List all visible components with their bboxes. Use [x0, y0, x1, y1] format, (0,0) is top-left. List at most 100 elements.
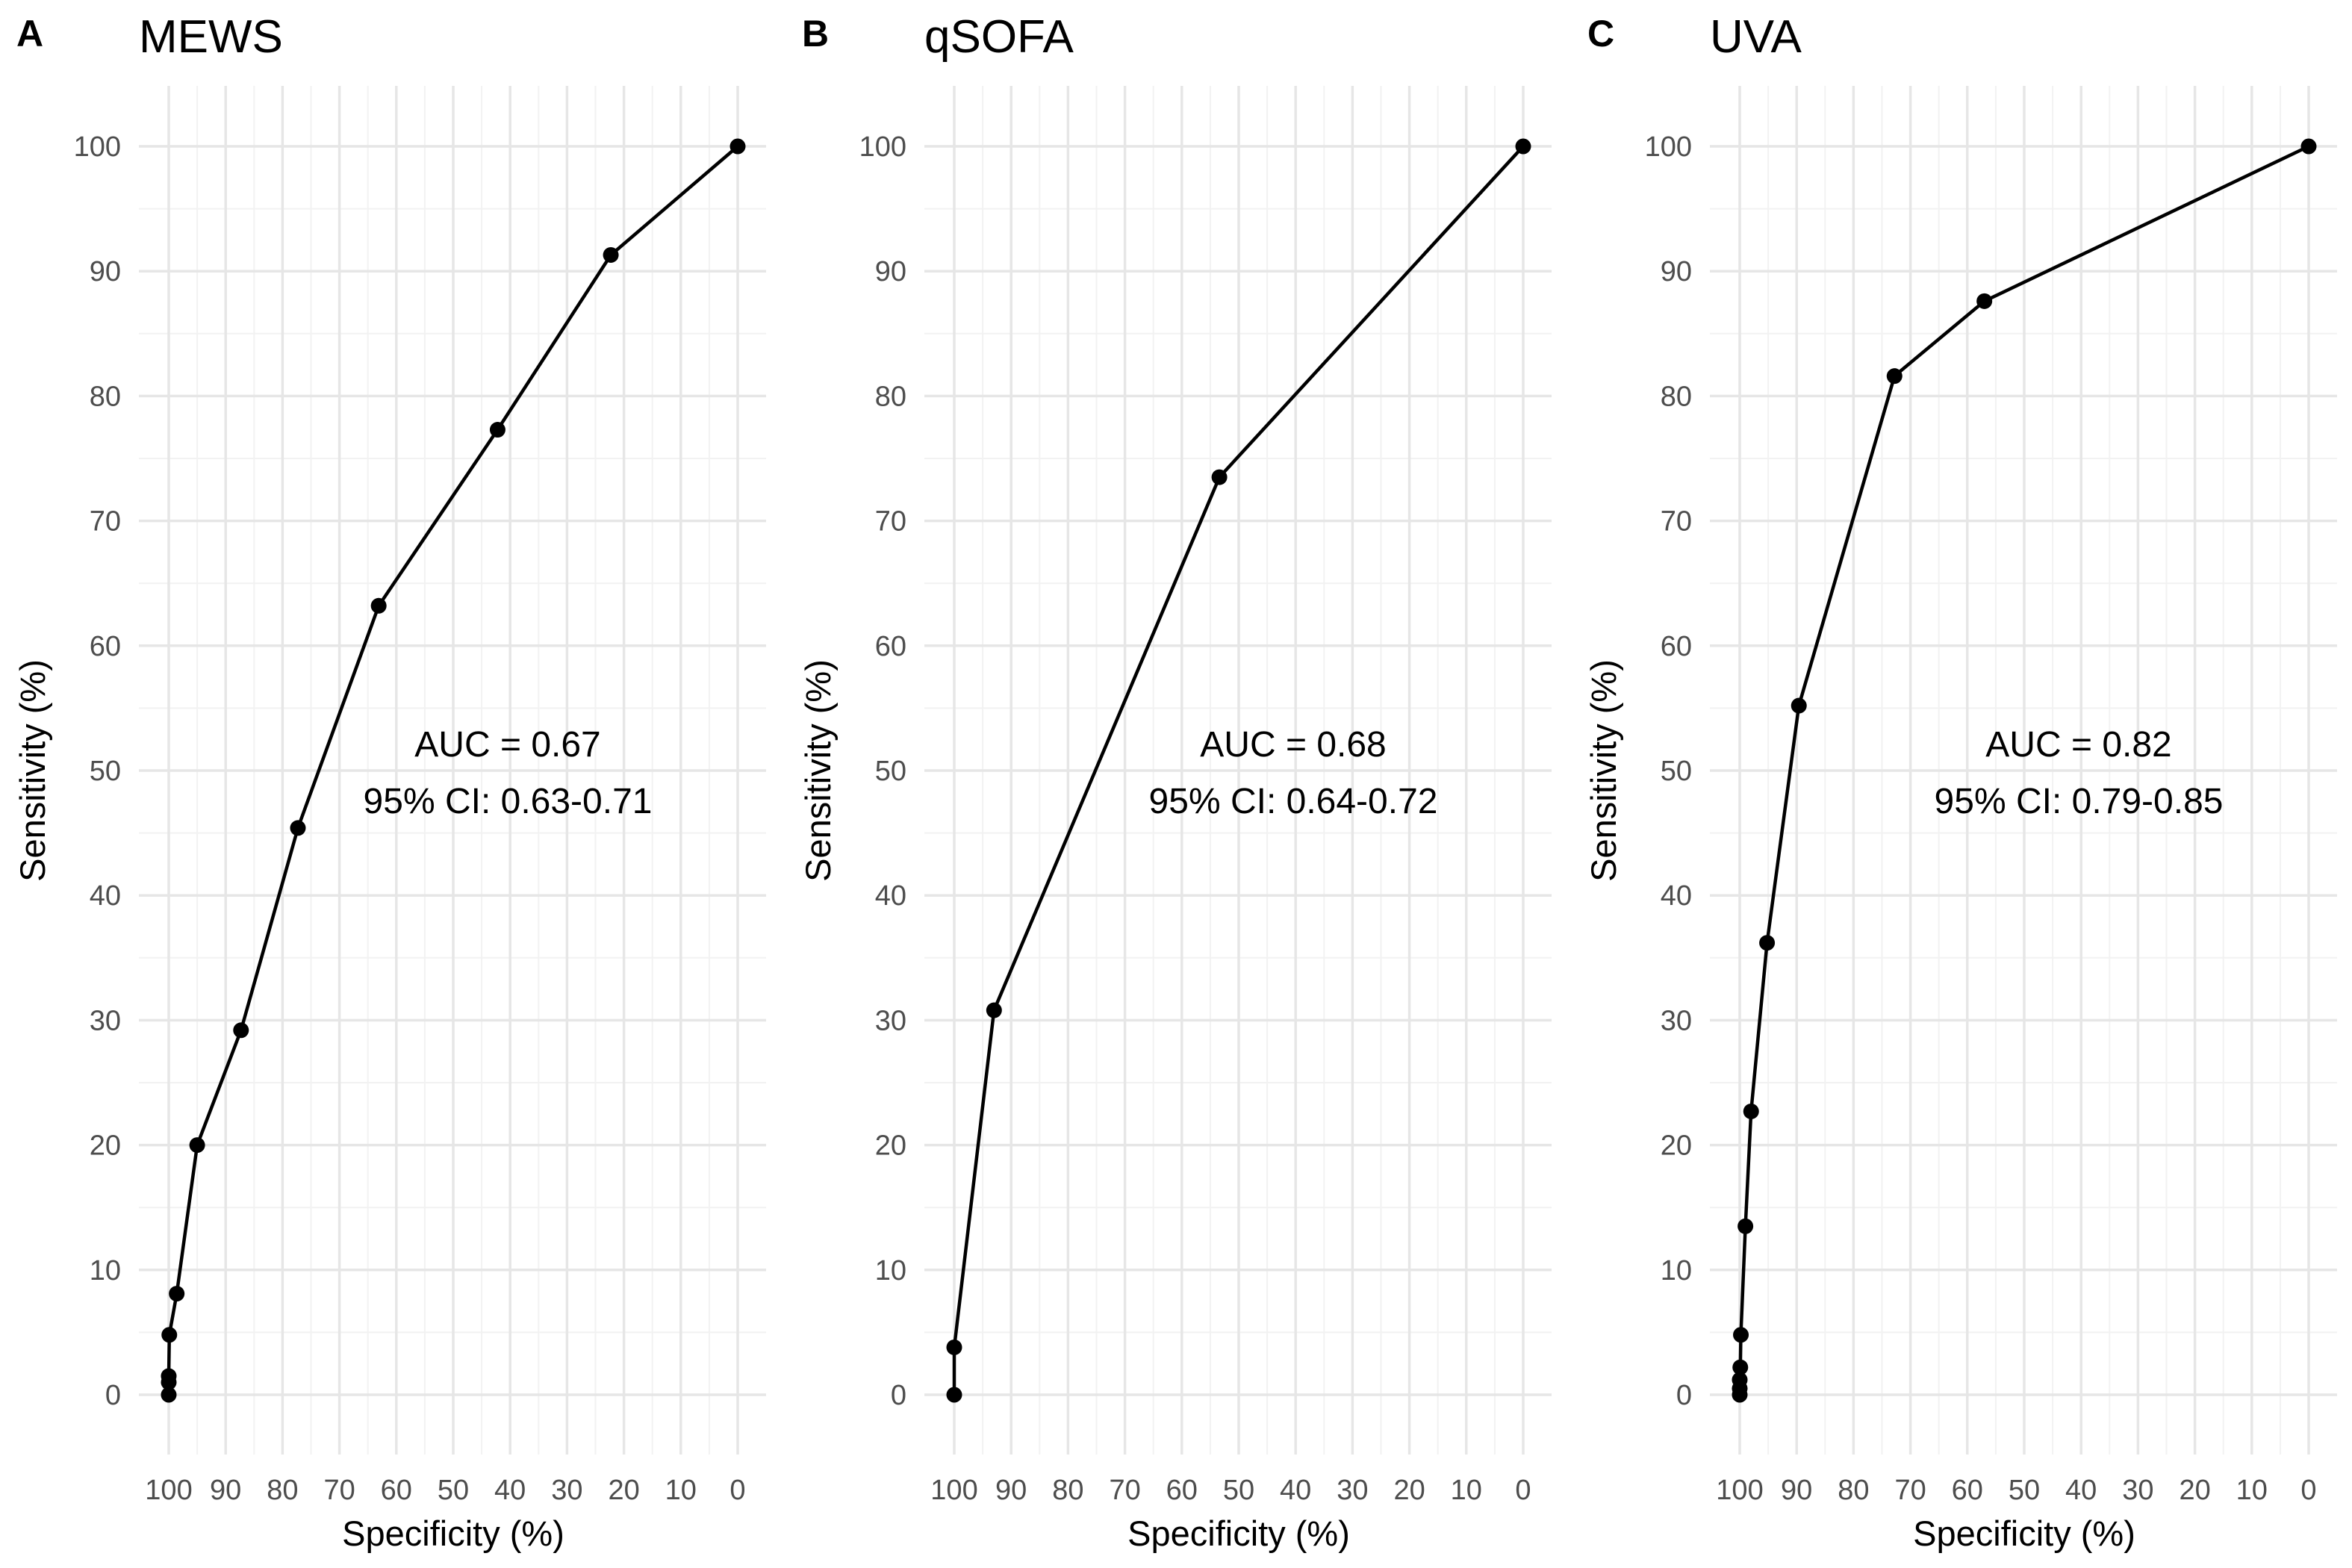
x-axis-title: Specificity (%): [1127, 1513, 1350, 1553]
x-tick-label: 90: [995, 1475, 1027, 1506]
x-tick-label: 20: [2179, 1475, 2210, 1506]
roc-point: [370, 597, 387, 614]
x-tick-label: 50: [438, 1475, 469, 1506]
x-axis-title: Specificity (%): [1913, 1513, 2135, 1553]
roc-point: [233, 1022, 249, 1039]
y-tick-label: 90: [1661, 256, 1692, 287]
y-tick-label: 100: [1645, 131, 1692, 163]
y-tick-label: 100: [74, 131, 121, 163]
roc-point: [1211, 469, 1228, 485]
x-tick-label: 70: [323, 1475, 355, 1506]
x-tick-label: 60: [1952, 1475, 1983, 1506]
x-tick-label: 100: [145, 1475, 192, 1506]
x-tick-label: 70: [1894, 1475, 1926, 1506]
y-tick-label: 20: [1661, 1130, 1692, 1162]
y-tick-label: 0: [891, 1380, 906, 1411]
roc-point: [729, 138, 746, 155]
y-tick-label: 60: [1661, 631, 1692, 662]
y-tick-label: 0: [1676, 1380, 1692, 1411]
x-tick-label: 10: [2236, 1475, 2268, 1506]
roc-point: [1515, 138, 1531, 155]
y-tick-label: 70: [875, 506, 906, 538]
roc-point: [489, 422, 505, 438]
x-tick-label: 100: [930, 1475, 977, 1506]
ci-label: 95% CI: 0.79-0.85: [1935, 782, 2224, 821]
x-tick-label: 30: [551, 1475, 582, 1506]
panel-letter: A: [16, 13, 43, 55]
y-tick-label: 20: [875, 1130, 906, 1162]
roc-point: [161, 1368, 177, 1384]
x-tick-label: 30: [2122, 1475, 2153, 1506]
x-tick-label: 80: [1052, 1475, 1083, 1506]
auc-label: AUC = 0.67: [414, 725, 600, 765]
y-tick-label: 50: [90, 756, 121, 787]
y-tick-label: 10: [90, 1255, 121, 1287]
roc-point: [169, 1286, 185, 1302]
roc-point: [189, 1137, 205, 1154]
y-axis-title: Sensitivity (%): [798, 659, 838, 882]
y-tick-label: 80: [90, 381, 121, 412]
y-tick-label: 30: [90, 1005, 121, 1036]
roc-point: [1732, 1372, 1748, 1388]
ci-label: 95% CI: 0.64-0.72: [1149, 782, 1438, 821]
x-tick-label: 10: [665, 1475, 697, 1506]
roc-point: [946, 1339, 962, 1355]
x-tick-label: 90: [210, 1475, 241, 1506]
y-tick-label: 20: [90, 1130, 121, 1162]
roc-point: [290, 820, 306, 836]
panel-title: UVA: [1710, 11, 1802, 63]
panel-c: 100 90 80 70 60 50 40 30 20 10 0010203040506070809…: [1584, 11, 2337, 1553]
y-tick-label: 90: [875, 256, 906, 287]
y-tick-label: 60: [875, 631, 906, 662]
x-tick-label: 30: [1337, 1475, 1368, 1506]
roc-point: [2300, 138, 2317, 155]
y-tick-label: 70: [90, 506, 121, 538]
x-tick-label: 60: [1166, 1475, 1198, 1506]
y-tick-label: 50: [1661, 756, 1692, 787]
x-tick-label: 60: [381, 1475, 412, 1506]
x-tick-label: 80: [1838, 1475, 1869, 1506]
grid: [1710, 86, 2337, 1455]
y-tick-label: 100: [859, 131, 906, 163]
y-tick-label: 40: [1661, 880, 1692, 912]
panel-letter: B: [802, 13, 829, 55]
auc-label: AUC = 0.82: [1985, 725, 2171, 765]
roc-point: [1976, 293, 1993, 309]
x-tick-label: 40: [2065, 1475, 2097, 1506]
x-tick-label: 40: [1280, 1475, 1311, 1506]
y-tick-label: 80: [1661, 381, 1692, 412]
roc-point: [1759, 935, 1776, 951]
roc-point: [1743, 1103, 1759, 1119]
roc-point: [1733, 1327, 1749, 1343]
x-tick-label: 40: [494, 1475, 526, 1506]
roc-point: [603, 246, 619, 263]
y-tick-label: 30: [1661, 1005, 1692, 1036]
x-tick-label: 90: [1781, 1475, 1812, 1506]
x-tick-label: 50: [2009, 1475, 2040, 1506]
panel-title: qSOFA: [924, 11, 1074, 63]
roc-point: [1886, 368, 1903, 385]
grid: [139, 86, 766, 1455]
ci-label: 95% CI: 0.63-0.71: [364, 782, 653, 821]
roc-point: [161, 1327, 178, 1343]
x-tick-label: 80: [267, 1475, 298, 1506]
x-tick-label: 20: [608, 1475, 639, 1506]
roc-point: [1791, 697, 1807, 714]
grid: [924, 86, 1552, 1455]
y-tick-label: 10: [1661, 1255, 1692, 1287]
roc-point: [946, 1387, 962, 1403]
y-tick-label: 50: [875, 756, 906, 787]
y-tick-label: 40: [90, 880, 121, 912]
y-tick-label: 0: [105, 1380, 121, 1411]
y-tick-label: 80: [875, 381, 906, 412]
x-axis-title: Specificity (%): [342, 1513, 564, 1553]
x-tick-label: 70: [1109, 1475, 1140, 1506]
auc-label: AUC = 0.68: [1200, 725, 1386, 765]
roc-point: [161, 1387, 177, 1403]
y-tick-label: 10: [875, 1255, 906, 1287]
y-tick-label: 30: [875, 1005, 906, 1036]
roc-point: [1737, 1218, 1754, 1234]
y-axis-title: Sensitivity (%): [13, 659, 52, 882]
panel-a: 100 90 80 70 60 50 40 30 20 10 0010203040506070809…: [13, 11, 766, 1553]
